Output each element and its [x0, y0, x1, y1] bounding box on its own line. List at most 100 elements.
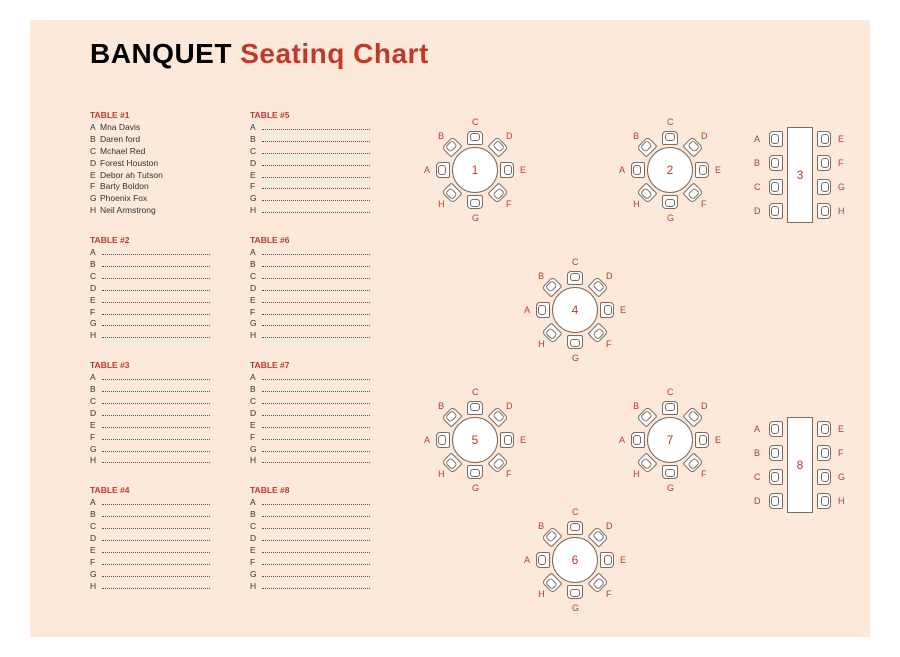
seat-label: D [754, 496, 761, 506]
chair-icon [769, 445, 783, 461]
chair-icon [769, 421, 783, 437]
chair-icon [567, 335, 583, 349]
seat-label: G [838, 472, 845, 482]
seat: F [490, 186, 506, 200]
seat: B [639, 410, 655, 424]
seat: D [590, 280, 606, 294]
seat-label: C [754, 472, 761, 482]
chair-icon [769, 493, 783, 509]
seat: D [685, 140, 701, 154]
seat: C [662, 401, 678, 415]
seat-label: E [838, 134, 844, 144]
seat-label: B [754, 448, 760, 458]
seat-label: F [838, 448, 844, 458]
seat-label: G [572, 353, 579, 363]
chair-icon [695, 162, 709, 178]
round-table-top: 5 [452, 417, 498, 463]
seat: E [816, 422, 832, 436]
seat-label: H [438, 199, 445, 209]
seat: C [662, 131, 678, 145]
seat-label: D [506, 131, 513, 141]
rect-table-top: 3 [787, 127, 813, 223]
seat: A [435, 163, 451, 177]
seat-label: C [572, 257, 579, 267]
seat-label: E [620, 555, 626, 565]
chair-icon [817, 493, 831, 509]
seat-label: C [472, 117, 479, 127]
seat: H [639, 186, 655, 200]
chair-icon [567, 585, 583, 599]
seat: C [768, 180, 784, 194]
seat-label: D [606, 271, 613, 281]
seat: A [768, 132, 784, 146]
seat-label: G [472, 213, 479, 223]
seat-label: C [667, 117, 674, 127]
chair-icon [769, 131, 783, 147]
seat: G [816, 470, 832, 484]
round-table-top: 7 [647, 417, 693, 463]
seat-label: E [620, 305, 626, 315]
seat-label: H [838, 496, 845, 506]
seat-label: E [715, 165, 721, 175]
seat: F [685, 456, 701, 470]
chair-icon [662, 195, 678, 209]
seat: C [467, 401, 483, 415]
seat: G [467, 465, 483, 479]
seat: G [567, 585, 583, 599]
seat-label: C [754, 182, 761, 192]
seat-label: A [424, 435, 430, 445]
seat: A [535, 303, 551, 317]
seat-label: E [520, 435, 526, 445]
chair-icon [500, 162, 514, 178]
chair-icon [631, 432, 645, 448]
seat-label: B [438, 131, 444, 141]
seat-label: B [538, 271, 544, 281]
seat: B [544, 280, 560, 294]
seat-label: A [619, 435, 625, 445]
seat: F [590, 576, 606, 590]
seat-label: A [754, 134, 760, 144]
chair-icon [769, 155, 783, 171]
seat: G [467, 195, 483, 209]
round-table-top: 6 [552, 537, 598, 583]
seat-label: H [438, 469, 445, 479]
seat: D [490, 410, 506, 424]
round-table-top: 2 [647, 147, 693, 193]
seat-label: F [606, 339, 612, 349]
seat-label: C [572, 507, 579, 517]
chair-icon [467, 195, 483, 209]
chair-icon [817, 203, 831, 219]
seat-label: D [701, 131, 708, 141]
seat-label: A [524, 555, 530, 565]
seat-label: A [754, 424, 760, 434]
chair-icon [467, 131, 483, 145]
seat: E [694, 163, 710, 177]
chair-icon [600, 302, 614, 318]
chair-icon [769, 469, 783, 485]
seat: D [590, 530, 606, 544]
seat-label: B [438, 401, 444, 411]
chair-icon [567, 521, 583, 535]
seat-label: B [633, 131, 639, 141]
chair-icon [436, 162, 450, 178]
seat: E [599, 303, 615, 317]
seat: B [768, 156, 784, 170]
seat-label: H [633, 199, 640, 209]
seat-label: B [538, 521, 544, 531]
seat: E [499, 433, 515, 447]
seat: C [467, 131, 483, 145]
seat: F [685, 186, 701, 200]
seat: F [490, 456, 506, 470]
chair-icon [817, 445, 831, 461]
seat: H [544, 576, 560, 590]
seat-label: E [520, 165, 526, 175]
chair-icon [817, 421, 831, 437]
seat-label: C [472, 387, 479, 397]
chair-icon [662, 401, 678, 415]
chair-icon [817, 155, 831, 171]
round-table-top: 4 [552, 287, 598, 333]
seat-label: F [701, 469, 707, 479]
seat: H [816, 204, 832, 218]
seat-label: F [701, 199, 707, 209]
seat: G [662, 195, 678, 209]
